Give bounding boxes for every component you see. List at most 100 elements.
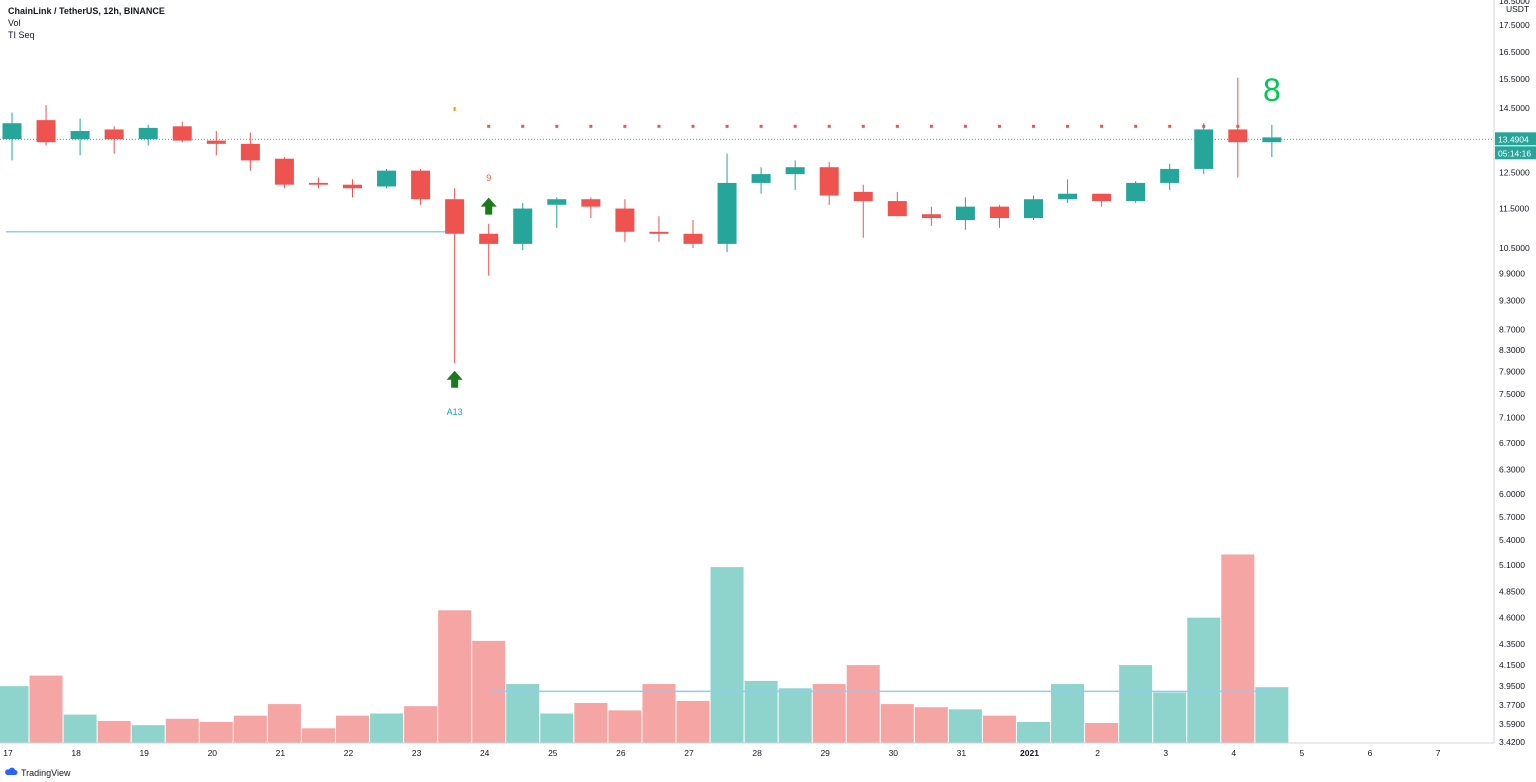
candle-body (751, 174, 771, 183)
volume-bar (1187, 617, 1221, 743)
x-tick-label: 31 (957, 748, 967, 758)
quote-unit-label: USDT (1506, 4, 1529, 14)
y-tick-label: 6.0000 (1499, 489, 1525, 499)
candle-body (513, 208, 533, 244)
x-tick-label: 2021 (1020, 748, 1039, 758)
y-tick-label: 5.4000 (1499, 535, 1525, 545)
y-tick-label: 15.5000 (1499, 74, 1530, 84)
candle-body (683, 233, 703, 244)
x-tick-label: 29 (820, 748, 830, 758)
ti-seq-label: 8 (1263, 72, 1281, 108)
candle-body (1092, 193, 1112, 202)
candle-body (649, 231, 669, 234)
candle-body (785, 167, 805, 175)
volume-bar (97, 720, 131, 743)
symbol-title[interactable]: ChainLink / TetherUS, 12h, BINANCE (8, 6, 165, 16)
resistance-dot (861, 124, 865, 128)
y-tick-label: 4.1500 (1499, 660, 1525, 670)
volume-bar (1153, 692, 1187, 743)
resistance-dot (555, 124, 559, 128)
x-tick-label: 6 (1368, 748, 1373, 758)
y-tick-label: 6.3000 (1499, 465, 1525, 475)
resistance-dot (657, 124, 661, 128)
volume-bar (0, 686, 29, 743)
candle-body (1194, 129, 1214, 169)
resistance-dot (963, 124, 967, 128)
volume-bar (233, 715, 267, 743)
volume-bar (63, 714, 97, 743)
candle-body (138, 127, 158, 139)
x-tick-label: 24 (480, 748, 490, 758)
y-tick-label: 4.6000 (1499, 613, 1525, 623)
volume-bar (29, 675, 63, 743)
volume-bar (948, 709, 982, 743)
resistance-dot (521, 124, 525, 128)
x-tick-label: 7 (1436, 748, 1441, 758)
candle-body (70, 131, 90, 139)
indicator-vol[interactable]: Vol (8, 18, 21, 28)
resistance-dot (487, 124, 491, 128)
candle-body (1228, 129, 1248, 143)
candle-body (615, 208, 635, 232)
candle-body (717, 182, 737, 244)
candle-body (581, 199, 601, 207)
volume-bar (1221, 554, 1255, 743)
x-tick-label: 3 (1163, 748, 1168, 758)
resistance-dot (1066, 124, 1070, 128)
cloud-icon (4, 767, 18, 778)
y-tick-label: 9.3000 (1499, 296, 1525, 306)
y-tick-label: 7.9000 (1499, 366, 1525, 376)
candle-body (377, 170, 397, 187)
y-tick-label: 8.7000 (1499, 325, 1525, 335)
y-tick-label: 11.5000 (1499, 204, 1529, 214)
candle-body (274, 158, 294, 185)
x-tick-label: 19 (139, 748, 149, 758)
x-tick-label: 21 (276, 748, 286, 758)
volume-bar (880, 704, 914, 743)
y-tick-label: 16.5000 (1499, 47, 1530, 57)
candle-body (547, 199, 567, 205)
volume-bar (812, 684, 846, 743)
candle-body (1262, 137, 1282, 143)
y-tick-label: 7.1000 (1499, 413, 1525, 423)
candle-body (206, 140, 226, 144)
volume-bar (370, 713, 404, 743)
chart-legend: ChainLink / TetherUS, 12h, BINANCE Vol T… (8, 5, 165, 41)
countdown-tag-text: 05:14:16 (1498, 148, 1531, 158)
y-tick-label: 14.5000 (1499, 103, 1530, 113)
candles-pane (2, 77, 1282, 364)
y-tick-label: 12.5000 (1499, 167, 1530, 177)
price-tag (1495, 132, 1536, 146)
volume-bar (982, 715, 1016, 743)
x-tick-label: 22 (344, 748, 354, 758)
x-tick-label: 27 (684, 748, 694, 758)
setup-mark (453, 107, 456, 111)
candle-body (104, 129, 124, 139)
candle-body (308, 182, 328, 185)
volume-bar (778, 688, 812, 743)
resistance-dot (725, 124, 729, 128)
volume-bar (744, 680, 778, 743)
candle-body (921, 214, 941, 219)
candle-body (853, 191, 873, 202)
x-tick-label: 2 (1095, 748, 1100, 758)
indicator-ti-seq[interactable]: TI Seq (8, 30, 35, 40)
x-tick-label: 26 (616, 748, 626, 758)
resistance-dot (793, 124, 797, 128)
candle-body (1058, 193, 1078, 200)
volume-bar (540, 713, 574, 743)
candle-body (343, 184, 362, 189)
volume-bar (1051, 684, 1085, 743)
volume-bar (404, 706, 438, 743)
volume-bar (846, 665, 880, 743)
volume-bar (710, 567, 744, 743)
x-tick-label: 20 (208, 748, 218, 758)
candle-body (989, 206, 1009, 219)
candle-body (819, 167, 839, 196)
y-tick-label: 17.5000 (1499, 20, 1530, 30)
tradingview-brand[interactable]: TradingView (4, 767, 71, 778)
resistance-dot (1168, 124, 1172, 128)
candle-body (1024, 199, 1043, 219)
volume-bar (301, 728, 335, 743)
